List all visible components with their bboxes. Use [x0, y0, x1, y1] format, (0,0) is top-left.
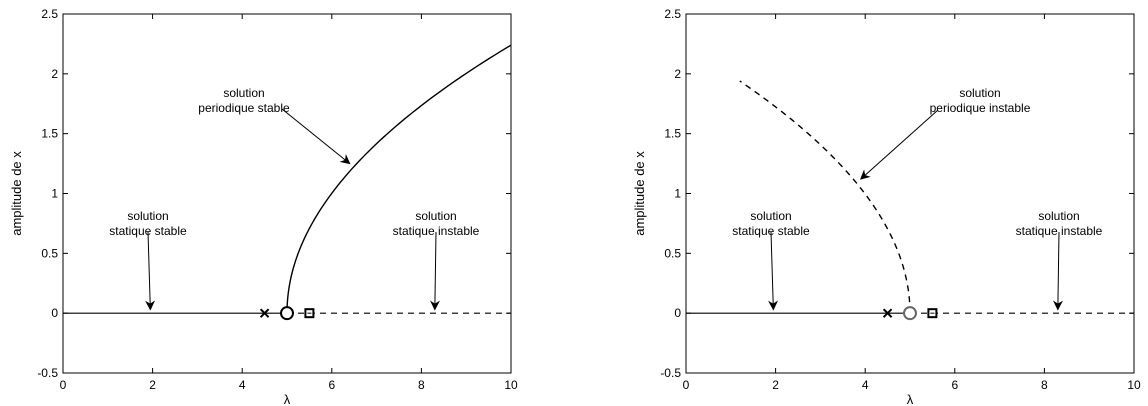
chart-1-y-tick-label: 1 — [674, 187, 681, 201]
chart-0-y-axis-label: amplitude de x — [9, 151, 24, 236]
chart-0-y-tick-label: 0.5 — [41, 246, 58, 260]
chart-1-y-tick-label: 2 — [674, 67, 681, 81]
chart-0-annotation-text: solution — [223, 86, 264, 100]
chart-1-annotation-arrow — [859, 109, 939, 180]
chart-1-x-tick-label: 6 — [951, 378, 958, 392]
chart-0-y-tick-label: 2.5 — [41, 7, 58, 21]
chart-1-y-axis-label: amplitude de x — [632, 151, 647, 236]
chart-1-annotation-text: solution — [959, 86, 1000, 100]
chart-0-y-tick-label: 2 — [51, 67, 58, 81]
chart-0-y-tick-label: 0 — [51, 306, 58, 320]
chart-1-y-tick-label: 0.5 — [664, 246, 681, 260]
chart-1-x-tick-label: 0 — [683, 378, 690, 392]
chart-1-marker-circle — [903, 306, 917, 321]
chart-1-y-tick-label: 2.5 — [664, 7, 681, 21]
chart-1-x-tick-label: 4 — [862, 378, 869, 392]
chart-0-x-tick-label: 6 — [328, 378, 335, 392]
chart-0-x-tick-label: 4 — [239, 378, 246, 392]
chart-0-annotation-arrow — [281, 108, 351, 165]
chart-0-annotation-text: solution — [127, 209, 168, 223]
chart-0-annotation-arrow — [145, 231, 156, 311]
chart-0-marker-square — [304, 308, 315, 319]
chart-0-annotation-text: solution — [415, 209, 456, 223]
chart-1-annotation-arrow — [768, 231, 779, 311]
chart-0-series-2 — [286, 44, 512, 314]
chart-0-x-axis-label: λ — [284, 392, 291, 406]
chart-1-y-tick-label: 0 — [674, 306, 681, 320]
chart-0-annotation-text: periodique stable — [198, 101, 290, 115]
chart-0-annotation-text: statique stable — [109, 224, 187, 238]
chart-1-y-tick-label: 1.5 — [664, 127, 681, 141]
chart-1-x-axis-label: λ — [907, 392, 914, 406]
chart-1-annotation-text: solution — [1038, 209, 1079, 223]
chart-1-annotation-text: statique stable — [732, 224, 810, 238]
chart-1-marker-cross — [882, 308, 893, 318]
chart-1-series-2 — [739, 80, 911, 314]
chart-1-annotation-arrow — [1052, 231, 1063, 311]
chart-0-y-tick-label: -0.5 — [37, 366, 58, 380]
chart-0-x-tick-label: 2 — [149, 378, 156, 392]
chart-1-x-tick-label: 10 — [1127, 378, 1141, 392]
chart-1-annotation-text: periodique instable — [930, 101, 1031, 115]
chart-0-x-tick-label: 0 — [60, 378, 67, 392]
chart-1-annotation-text: solution — [750, 209, 791, 223]
chart-0-annotation-text: statique instable — [393, 224, 480, 238]
chart-0-x-tick-label: 8 — [418, 378, 425, 392]
chart-0-marker-cross — [259, 308, 270, 318]
chart-1-x-tick-label: 2 — [772, 378, 779, 392]
chart-0-y-tick-label: 1 — [51, 187, 58, 201]
chart-0-annotation-arrow — [429, 231, 440, 311]
chart-0-y-tick-label: 1.5 — [41, 127, 58, 141]
chart-1-marker-square — [927, 308, 938, 319]
chart-1-annotation-text: statique instable — [1016, 224, 1103, 238]
chart-0-marker-circle — [280, 306, 294, 321]
chart-1-y-tick-label: -0.5 — [660, 366, 681, 380]
chart-0-x-tick-label: 10 — [504, 378, 518, 392]
chart-1-x-tick-label: 8 — [1041, 378, 1048, 392]
